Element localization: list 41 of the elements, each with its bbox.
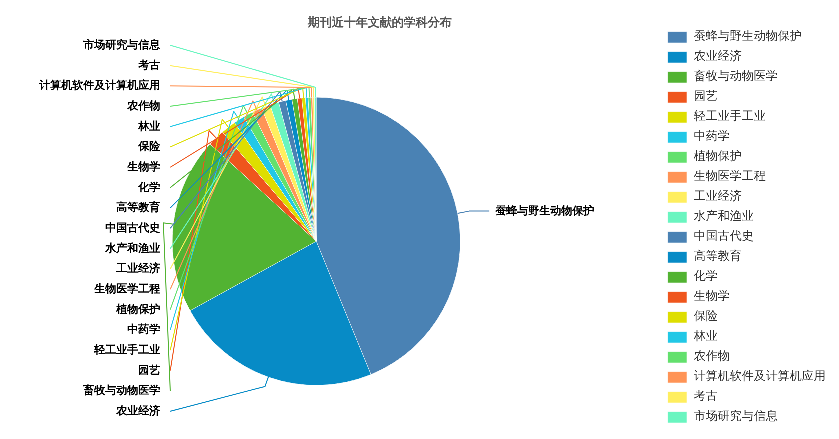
slice-label: 农作物 xyxy=(126,100,160,112)
legend-label: 农业经济 xyxy=(694,48,742,65)
legend-label: 林业 xyxy=(694,328,718,345)
legend-label: 轻工业手工业 xyxy=(694,108,766,125)
slice-label: 农业经济 xyxy=(116,404,160,418)
legend-label: 计算机软件及计算机应用 xyxy=(694,368,826,385)
slice-label: 植物保护 xyxy=(116,302,160,316)
slice-label: 计算机软件及计算机应用 xyxy=(38,79,160,92)
legend-label: 高等教育 xyxy=(694,248,742,265)
legend-label: 考古 xyxy=(694,388,718,405)
slice-label: 保险 xyxy=(138,140,162,154)
legend-label: 农作物 xyxy=(694,348,730,365)
legend-label: 园艺 xyxy=(694,88,718,105)
legend-label: 畜牧与动物医学 xyxy=(694,68,778,85)
slice-label: 市场研究与信息 xyxy=(82,38,162,52)
legend-label: 化学 xyxy=(694,268,718,285)
legend-label: 生物学 xyxy=(694,288,730,305)
slice-label: 水产和渔业 xyxy=(104,242,160,255)
legend-label: 植物保护 xyxy=(694,148,742,165)
chart-title: 期刊近十年文献的学科分布 xyxy=(307,16,452,30)
slice-label: 高等教育 xyxy=(116,201,160,214)
slice-label: 中国古代史 xyxy=(106,222,160,234)
slice-label: 林业 xyxy=(138,120,160,133)
slice-label: 生物学 xyxy=(126,160,160,174)
slice-label: 工业经济 xyxy=(116,262,160,276)
slice-label: 考古 xyxy=(138,58,160,72)
slice-label: 化学 xyxy=(138,180,160,194)
legend-label: 工业经济 xyxy=(694,188,742,205)
legend-label: 保险 xyxy=(694,308,718,325)
slice-label: 园艺 xyxy=(138,364,160,377)
legend-label: 中国古代史 xyxy=(694,228,754,245)
slice-label: 生物医学工程 xyxy=(94,282,160,296)
legend-label: 蚕蜂与野生动物保护 xyxy=(694,28,802,45)
slice-label: 蚕蜂与野生动物保护 xyxy=(494,204,595,218)
legend-label: 中药学 xyxy=(694,128,730,145)
slice-label: 中药学 xyxy=(128,323,160,336)
legend-label: 水产和渔业 xyxy=(694,208,754,225)
slice-label: 轻工业手工业 xyxy=(94,344,160,356)
slice-label: 畜牧与动物医学 xyxy=(82,384,160,398)
legend-label: 市场研究与信息 xyxy=(694,408,778,425)
legend-label: 生物医学工程 xyxy=(694,168,766,185)
